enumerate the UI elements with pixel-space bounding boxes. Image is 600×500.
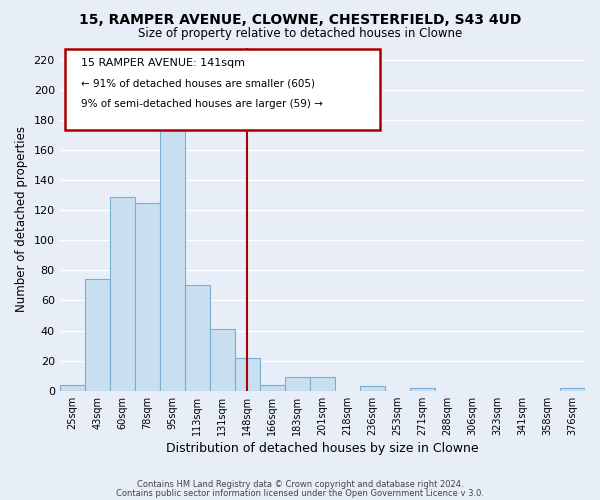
Bar <box>560 388 585 391</box>
Bar <box>135 202 160 391</box>
Bar <box>110 196 135 391</box>
X-axis label: Distribution of detached houses by size in Clowne: Distribution of detached houses by size … <box>166 442 479 455</box>
Bar <box>59 385 85 391</box>
Bar <box>185 286 210 391</box>
Bar <box>285 378 310 391</box>
Text: 9% of semi-detached houses are larger (59) →: 9% of semi-detached houses are larger (5… <box>80 99 323 109</box>
Text: Contains HM Land Registry data © Crown copyright and database right 2024.: Contains HM Land Registry data © Crown c… <box>137 480 463 489</box>
Text: Contains public sector information licensed under the Open Government Licence v : Contains public sector information licen… <box>116 488 484 498</box>
Bar <box>85 280 110 391</box>
Bar <box>160 122 185 391</box>
Bar <box>360 386 385 391</box>
Bar <box>235 358 260 391</box>
Text: Size of property relative to detached houses in Clowne: Size of property relative to detached ho… <box>138 28 462 40</box>
Bar <box>210 329 235 391</box>
Bar <box>310 378 335 391</box>
Text: 15 RAMPER AVENUE: 141sqm: 15 RAMPER AVENUE: 141sqm <box>80 58 245 68</box>
Bar <box>260 385 285 391</box>
Bar <box>410 388 435 391</box>
Text: ← 91% of detached houses are smaller (605): ← 91% of detached houses are smaller (60… <box>80 78 314 88</box>
FancyBboxPatch shape <box>65 49 380 130</box>
Y-axis label: Number of detached properties: Number of detached properties <box>15 126 28 312</box>
Text: 15, RAMPER AVENUE, CLOWNE, CHESTERFIELD, S43 4UD: 15, RAMPER AVENUE, CLOWNE, CHESTERFIELD,… <box>79 12 521 26</box>
